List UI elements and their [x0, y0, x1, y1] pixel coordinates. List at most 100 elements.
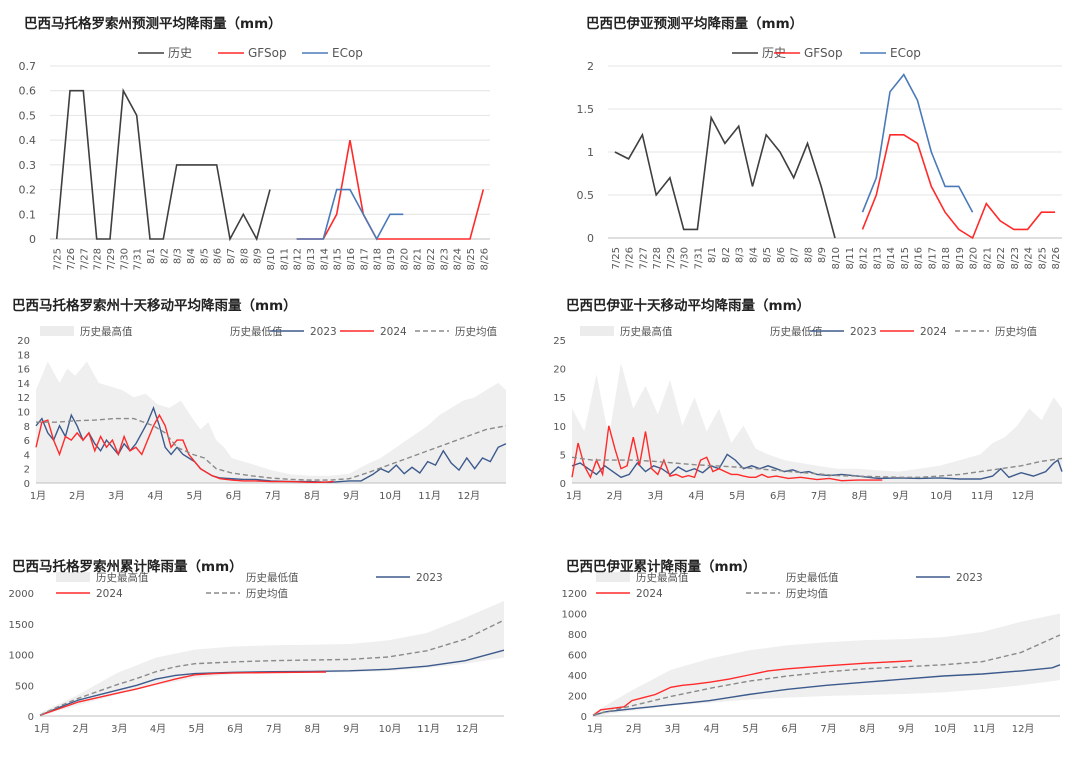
- chart-ba-moving-average: 0 5 10 15 20 25 1月 2月 3月 4月 5月 6月 7月 8月 9月 10月 11月 12月 历史最…: [553, 325, 1063, 502]
- chart-mt-cumulative: 0 500 1000 1500 2000 1月 2月 3月 4月 5月 6月 7月 8月 9月 10月 11月…: [9, 571, 505, 735]
- y-tick-label: 0: [28, 712, 34, 723]
- x-tick-label: 1月: [566, 490, 582, 502]
- series-line-0: [571, 453, 1063, 480]
- x-tick-label: 7月: [265, 490, 281, 502]
- y-tick-label: 2000: [9, 589, 34, 600]
- x-tick-label: 6月: [781, 723, 797, 735]
- x-tick-label: 8/20: [969, 247, 980, 269]
- x-tick-label: 5月: [188, 723, 204, 735]
- x-tick-label: 8/6: [213, 248, 224, 264]
- y-tick-label: 0.1: [19, 208, 37, 221]
- legend-label: 历史最高值: [80, 325, 133, 338]
- legend-label: ECop: [332, 46, 363, 60]
- x-tick-label: 2月: [69, 490, 85, 502]
- x-tick-label: 8/6: [776, 247, 787, 263]
- series-line-2: [39, 619, 505, 716]
- x-tick-label: 8/15: [900, 247, 911, 269]
- y-tick-label: 200: [568, 692, 587, 703]
- series-line-0: [55, 87, 271, 242]
- y-tick-label: 15: [553, 393, 566, 404]
- panel-mt-cumulative: 巴西马托格罗索州累计降雨量（mm） 0 500 1000 1500 2000 1月 2月 3月…: [0, 535, 540, 758]
- x-tick-label: 8/7: [790, 247, 801, 263]
- x-tick-label: 8/16: [346, 248, 357, 270]
- y-tick-label: 0.5: [577, 189, 595, 202]
- x-tick-label: 8/9: [817, 247, 828, 263]
- legend-label: 历史最低值: [770, 325, 823, 338]
- series-line-0: [39, 649, 505, 717]
- x-tick-label: 7/25: [53, 248, 64, 270]
- x-tick-label: 8/10: [831, 247, 842, 269]
- y-tick-label: 0.2: [19, 184, 37, 197]
- legend-label: 历史均值: [786, 587, 828, 600]
- x-tick-label: 8/13: [306, 248, 317, 270]
- y-tick-label: 10: [553, 422, 566, 433]
- panel-ba-forecast: 巴西巴伊亚预测平均降雨量（mm） 0 0.5 1 1.5 2 7/25 7/26 7/27 7/…: [540, 0, 1080, 290]
- x-tick-label: 8/5: [762, 247, 773, 263]
- x-tick-label: 8/25: [1037, 247, 1048, 269]
- x-tick-label: 7/28: [652, 247, 663, 269]
- y-tick-label: 800: [568, 630, 587, 641]
- legend-label: 历史最低值: [786, 571, 839, 584]
- y-tick-label: 2: [24, 465, 30, 476]
- x-tick-label: 8/25: [466, 248, 477, 270]
- legend-label: 历史最高值: [96, 571, 149, 584]
- x-tick-label: 8/14: [886, 247, 897, 269]
- x-tick-label: 8/16: [914, 247, 925, 269]
- chart-mt-moving-average: 0 2 4 6 8 10 12 14 16 18 20 1月 2月 3月 4月 5月 6月 7月 8月 9月 10月 11…: [17, 325, 507, 502]
- x-tick-label: 8/14: [319, 248, 330, 270]
- x-tick-label: 8/12: [859, 247, 870, 269]
- x-tick-label: 7月: [266, 723, 282, 735]
- chart-title: 巴西巴伊亚十天移动平均降雨量（mm）: [566, 298, 811, 314]
- y-tick-label: 0: [29, 233, 36, 246]
- legend-label: 2023: [310, 326, 337, 338]
- x-tick-label: 8/17: [927, 247, 938, 269]
- panel-mt-forecast: 巴西马托格罗索州预测平均降雨量（mm） 0 0.1 0.2 0.3 0.4 0.5 0.6 0…: [0, 0, 540, 290]
- legend-swatch: [206, 572, 240, 582]
- x-tick-label: 12月: [456, 723, 479, 735]
- x-tick-label: 8/5: [199, 248, 210, 264]
- legend-swatch: [730, 326, 764, 336]
- series-line-2: [296, 188, 404, 241]
- x-tick-label: 7/27: [638, 247, 649, 269]
- x-tick-label: 9月: [892, 490, 908, 502]
- history-band: [572, 362, 1062, 483]
- y-tick-label: 20: [17, 336, 30, 347]
- y-tick-label: 1200: [562, 589, 587, 600]
- x-tick-label: 8/19: [955, 247, 966, 269]
- y-tick-label: 1: [587, 146, 594, 159]
- series-line-0: [592, 664, 1061, 717]
- chart-title: 巴西巴伊亚累计降雨量（mm）: [566, 559, 757, 575]
- x-tick-label: 7/30: [680, 247, 691, 269]
- x-tick-label: 7月: [811, 490, 827, 502]
- legend-label: 历史均值: [455, 325, 497, 338]
- chart-title: 巴西马托格罗索州累计降雨量（mm）: [12, 559, 243, 575]
- x-tick-label: 6月: [770, 490, 786, 502]
- y-tick-label: 0: [587, 232, 594, 245]
- x-tick-label: 12月: [457, 490, 480, 502]
- history-band: [36, 361, 506, 483]
- x-tick-label: 7/29: [106, 248, 117, 270]
- y-tick-label: 0.7: [19, 60, 37, 73]
- y-tick-label: 0.3: [19, 159, 37, 172]
- x-tick-label: 7/30: [119, 248, 130, 270]
- x-tick-label: 11月: [418, 490, 441, 502]
- x-tick-label: 8月: [859, 723, 875, 735]
- y-tick-label: 8: [24, 422, 30, 433]
- y-tick-label: 0: [24, 479, 30, 490]
- x-tick-label: 4月: [150, 723, 166, 735]
- x-tick-label: 7/27: [79, 248, 90, 270]
- series-line-2: [571, 456, 1063, 478]
- x-tick-label: 9月: [898, 723, 914, 735]
- x-tick-label: 9月: [343, 490, 359, 502]
- legend-swatch: [596, 572, 630, 582]
- series-line-2: [861, 73, 974, 213]
- y-tick-label: 0.6: [19, 85, 37, 98]
- x-tick-label: 5月: [742, 723, 758, 735]
- x-tick-label: 8/9: [253, 248, 264, 264]
- history-band: [40, 601, 504, 716]
- x-tick-label: 8/18: [941, 247, 952, 269]
- y-tick-label: 0.5: [19, 109, 37, 122]
- legend-swatch: [40, 326, 74, 336]
- x-tick-label: 4月: [688, 490, 704, 502]
- series-line-1: [861, 134, 1056, 240]
